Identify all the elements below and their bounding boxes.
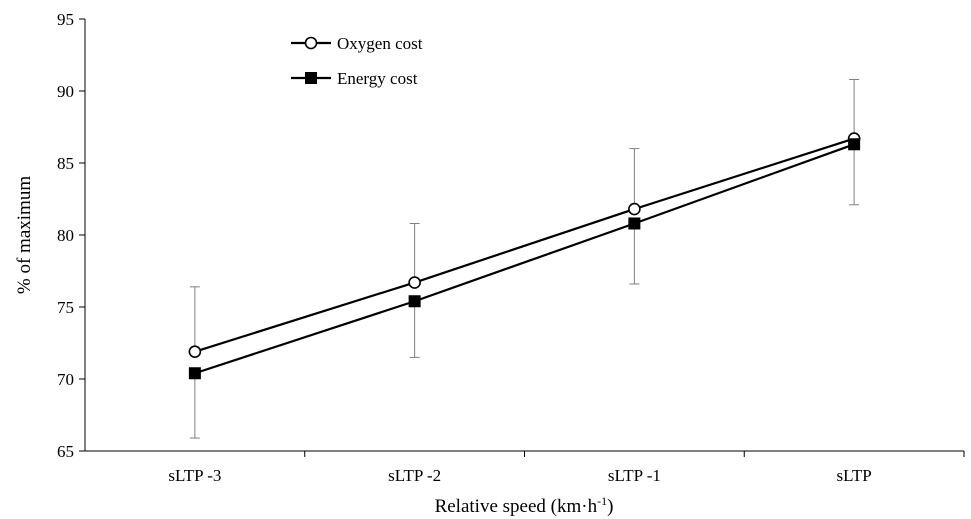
- y-tick-label: 95: [57, 10, 74, 29]
- x-tick-label: sLTP -3: [168, 466, 221, 485]
- series-line: [194, 143, 855, 375]
- legend-label: Oxygen cost: [337, 34, 423, 53]
- y-tick-label: 85: [57, 154, 74, 173]
- x-axis-title-close: ): [607, 496, 613, 517]
- series-lines: [194, 137, 855, 375]
- y-tick-label: 80: [57, 226, 74, 245]
- error-bars: [189, 78, 860, 439]
- x-tick-label: sLTP -2: [388, 466, 441, 485]
- legend-marker: [305, 72, 317, 84]
- y-ticks: 65 70 75 80 85 90 95: [57, 10, 85, 461]
- x-ticks: sLTP -3 sLTP -2 sLTP -1 sLTP: [168, 451, 965, 485]
- data-point: [628, 202, 641, 216]
- legend-label: Energy cost: [337, 69, 418, 88]
- y-tick-label: 70: [57, 370, 74, 389]
- data-point: [188, 345, 202, 358]
- y-axis-title: % of maximum: [14, 176, 35, 294]
- data-point: [408, 295, 421, 308]
- x-axis-title-main: Relative speed (km·h: [435, 496, 598, 517]
- x-tick-label: sLTP -1: [608, 466, 661, 485]
- y-tick-label: 65: [57, 442, 74, 461]
- chart-axes: [84, 19, 964, 452]
- data-point: [848, 138, 861, 151]
- y-tick-label: 90: [57, 82, 74, 101]
- x-axis-title-sup: -1: [597, 494, 607, 508]
- x-tick-label: sLTP: [836, 466, 871, 485]
- data-point: [628, 217, 641, 230]
- data-point: [408, 276, 421, 289]
- data-point: [188, 367, 201, 380]
- x-axis-title: Relative speed (km·h-1): [435, 494, 614, 517]
- series-line: [194, 137, 855, 353]
- y-tick-label: 75: [57, 298, 74, 317]
- series-markers: [188, 132, 861, 380]
- legend: Oxygen cost Energy cost: [291, 34, 423, 88]
- legend-marker: [304, 36, 318, 50]
